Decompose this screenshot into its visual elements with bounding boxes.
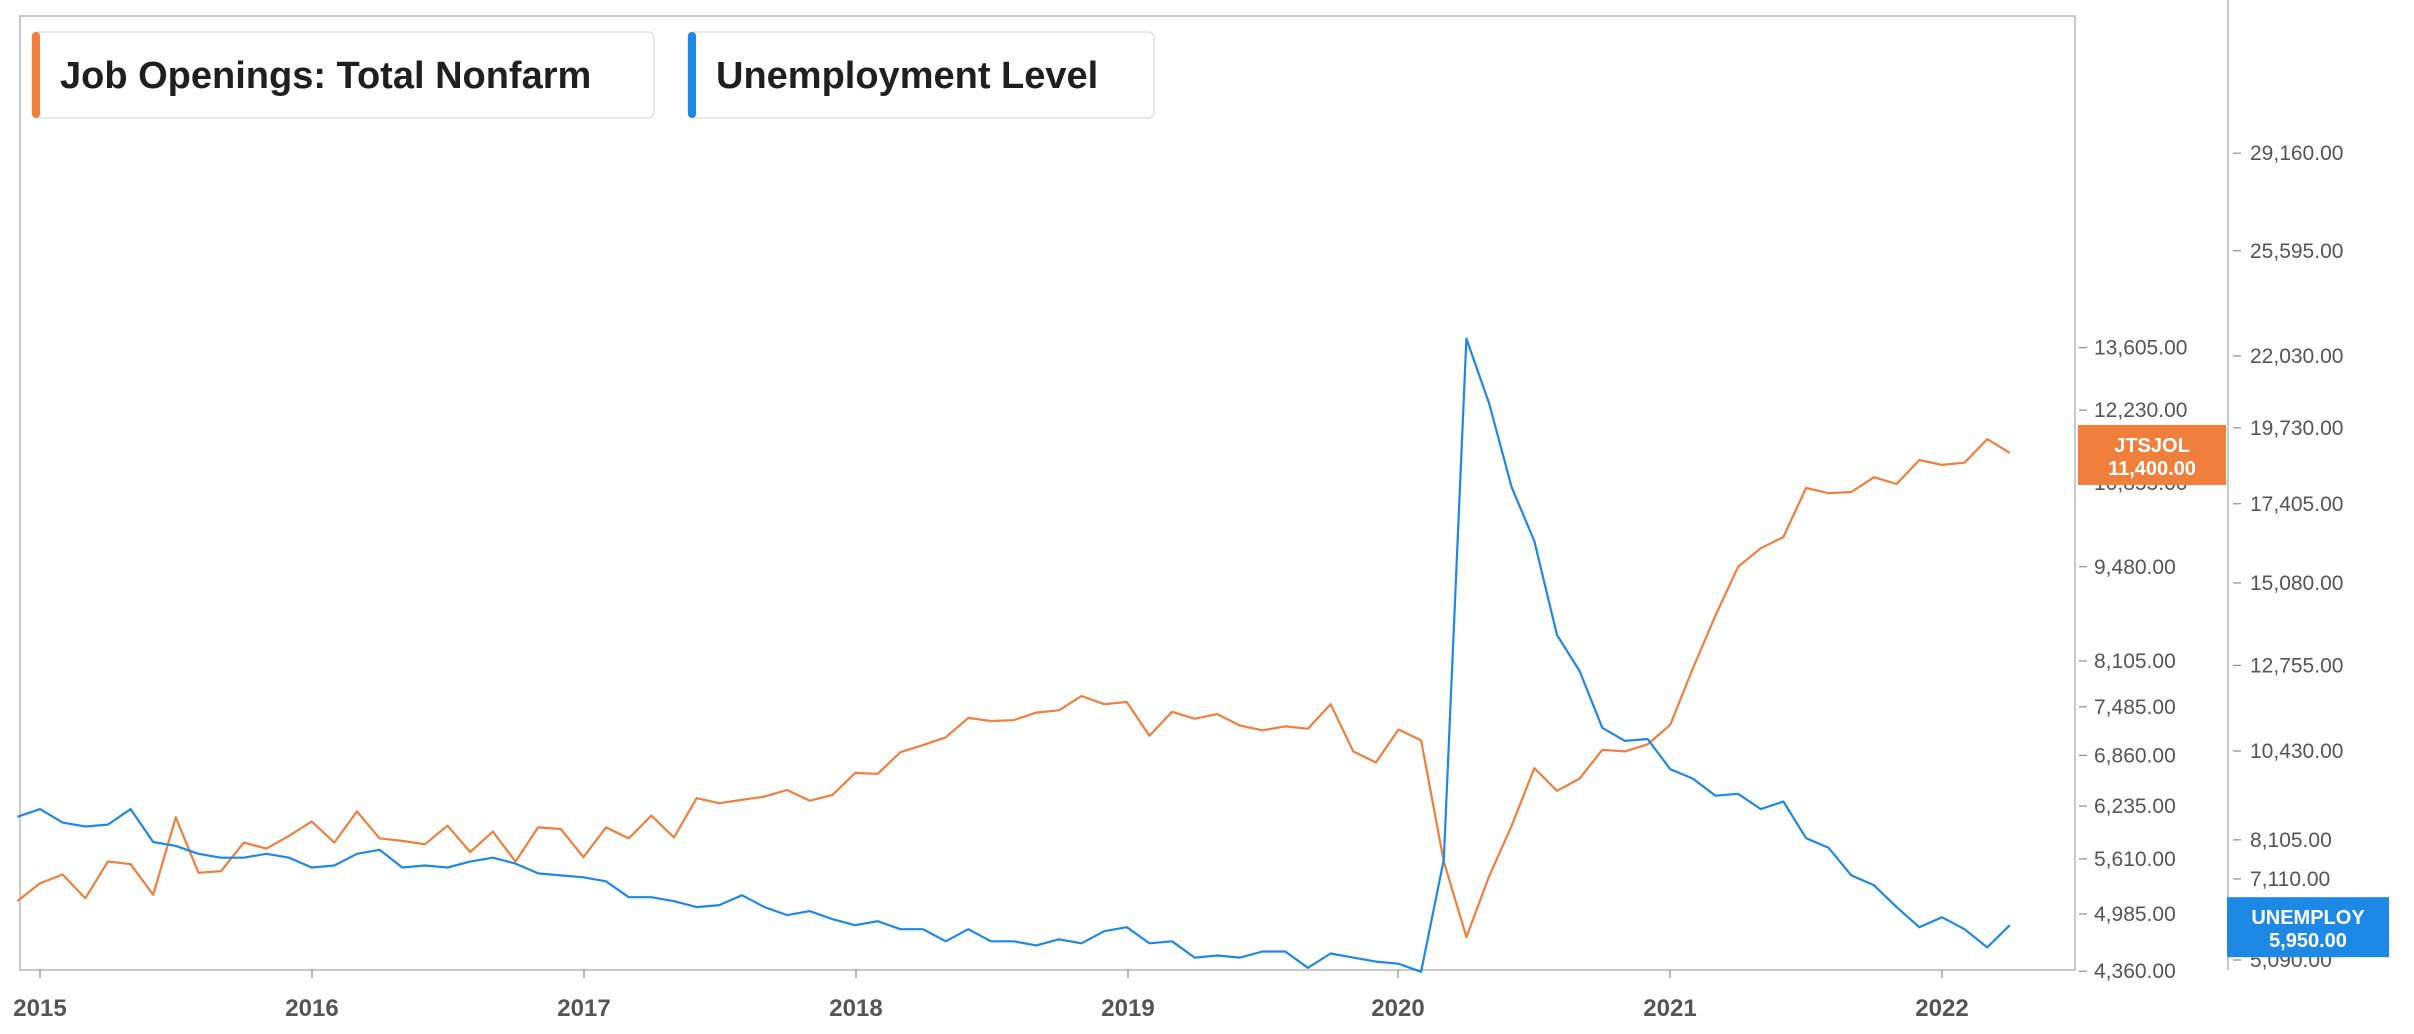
left-axis-tick-label: 8,105.00 [2094, 650, 2176, 673]
plot-border [19, 15, 2076, 971]
legend[interactable]: Job Openings: Total Nonfarm Unemployment … [31, 31, 1155, 119]
legend-swatch [688, 32, 696, 118]
value-badge-code: JTSJOL [2114, 435, 2190, 457]
legend-item[interactable]: Unemployment Level [687, 31, 1155, 119]
right-axis-tick-label: 29,160.00 [2250, 142, 2343, 165]
x-axis-tick-label: 2020 [1371, 995, 1424, 1022]
left-axis-tick-label: 9,480.00 [2094, 556, 2176, 579]
legend-swatch [32, 32, 40, 118]
series-line-jtsjol [16, 438, 2011, 939]
left-axis-tick-label: 13,605.00 [2094, 337, 2187, 360]
x-axis-tick-label: 2017 [557, 995, 610, 1022]
x-axis-tick-label: 2018 [829, 995, 882, 1022]
right-axis-tick-label: 17,405.00 [2250, 493, 2343, 516]
left-axis-tick-label: 12,230.00 [2094, 399, 2187, 422]
right-axis-tick-label: 10,430.00 [2250, 740, 2343, 763]
right-axis-tick-label: 8,105.00 [2250, 829, 2332, 852]
value-badge-bg [2227, 897, 2389, 958]
left-axis-tick-label: 4,360.00 [2094, 960, 2176, 983]
axes: 4,360.00 4,985.00 5,610.00 6,235.00 6,860.00… [13, 142, 2343, 1022]
right-axis-tick-label: 15,080.00 [2250, 572, 2343, 595]
left-axis-tick-label: 7,485.00 [2094, 696, 2176, 719]
value-badge-bg [2078, 424, 2226, 485]
x-axis-tick-label: 2016 [285, 995, 338, 1022]
value-badge-code: UNEMPLOY [2251, 907, 2365, 929]
plot-frame [19, 0, 2229, 971]
legend-label: Job Openings: Total Nonfarm [60, 55, 591, 97]
series-line-unemploy [17, 337, 2011, 973]
legend-item[interactable]: Job Openings: Total Nonfarm [31, 31, 655, 119]
right-axis-tick-label: 22,030.00 [2250, 345, 2343, 368]
x-axis-tick-label: 2019 [1101, 995, 1154, 1022]
x-axis-tick-label: 2022 [1915, 995, 1968, 1022]
x-axis-tick-label: 2015 [13, 995, 66, 1022]
right-axis-tick-label: 7,110.00 [2250, 868, 2330, 891]
legend-label: Unemployment Level [716, 55, 1098, 97]
right-axis-tick-label: 19,730.00 [2250, 417, 2343, 440]
right-axis-tick-label: 25,595.00 [2250, 240, 2343, 263]
left-axis-tick-label: 6,235.00 [2094, 795, 2176, 818]
value-badge-value: 11,400.00 [2108, 458, 2196, 480]
value-badge-value: 5,950.00 [2269, 930, 2347, 952]
left-axis-tick-label: 5,610.00 [2094, 848, 2176, 871]
x-axis-tick-label: 2021 [1643, 995, 1696, 1022]
series-layer [16, 337, 2011, 973]
left-axis-tick-label: 4,985.00 [2094, 903, 2176, 926]
right-axis-tick-label: 12,755.00 [2250, 654, 2343, 677]
left-axis-tick-label: 6,860.00 [2094, 744, 2176, 767]
